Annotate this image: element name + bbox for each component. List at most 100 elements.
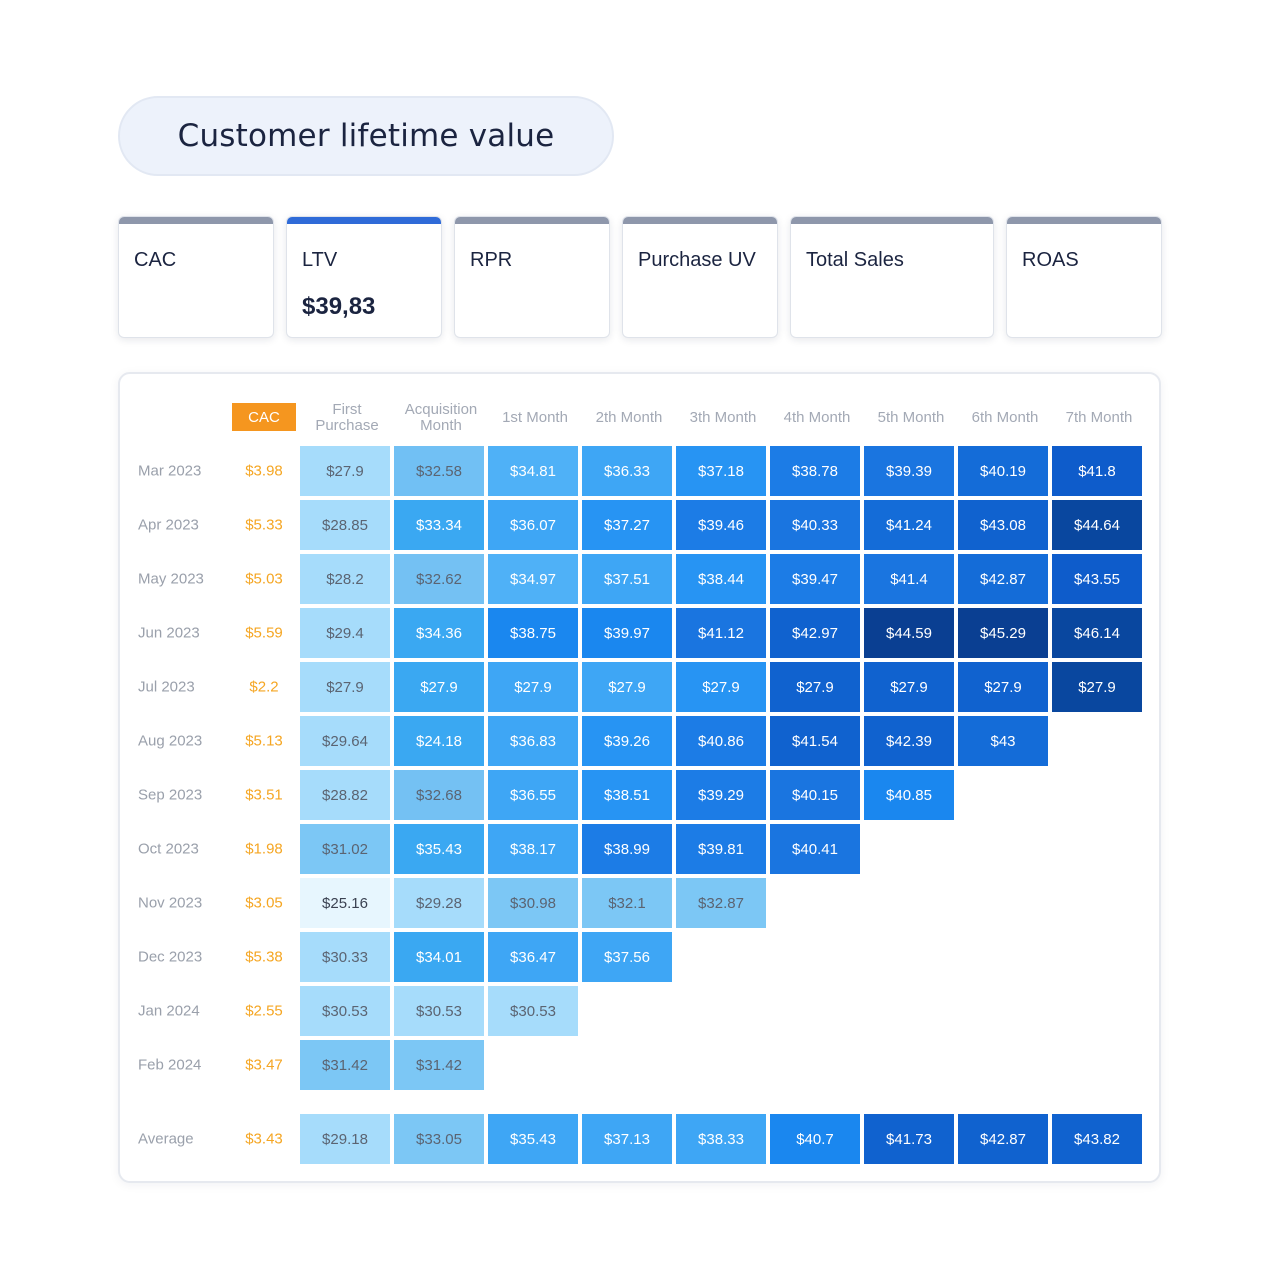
heatmap-cell: $34.97 — [488, 554, 578, 604]
heatmap-cell: $32.68 — [394, 770, 484, 820]
heatmap-cell: $38.44 — [676, 554, 766, 604]
row-cac-value: $3.05 — [245, 894, 283, 912]
heatmap-cell: $43.55 — [1052, 554, 1142, 604]
heatmap-cell: $29.64 — [300, 716, 390, 766]
heatmap-cell: $37.13 — [582, 1114, 672, 1164]
heatmap-cell: $43 — [958, 716, 1048, 766]
column-header: 7th Month — [1065, 409, 1133, 426]
heatmap-cell: $33.34 — [394, 500, 484, 550]
heatmap-cell: $41.24 — [864, 500, 954, 550]
heatmap-cell: $42.39 — [864, 716, 954, 766]
row-cac-value: $3.43 — [245, 1130, 283, 1148]
heatmap-cell: $27.9 — [488, 662, 578, 712]
row-label: Nov 2023 — [138, 894, 203, 912]
heatmap-cell: $27.9 — [1052, 662, 1142, 712]
row-label: Sep 2023 — [138, 786, 203, 804]
heatmap-cell: $30.53 — [488, 986, 578, 1036]
heatmap-cell: $36.83 — [488, 716, 578, 766]
heatmap-cell: $39.26 — [582, 716, 672, 766]
row-label: Dec 2023 — [138, 948, 203, 966]
metric-tab-total-sales[interactable]: Total Sales — [790, 216, 994, 338]
heatmap-cell: $34.36 — [394, 608, 484, 658]
metric-tab-roas[interactable]: ROAS — [1006, 216, 1162, 338]
heatmap-cell: $39.46 — [676, 500, 766, 550]
heatmap-cell: $29.28 — [394, 878, 484, 928]
heatmap-cell: $40.33 — [770, 500, 860, 550]
heatmap-cell: $46.14 — [1052, 608, 1142, 658]
heatmap-cell: $37.51 — [582, 554, 672, 604]
heatmap-cell: $29.18 — [300, 1114, 390, 1164]
heatmap-cell: $33.05 — [394, 1114, 484, 1164]
heatmap-cell: $30.53 — [394, 986, 484, 1036]
heatmap-cell: $36.55 — [488, 770, 578, 820]
heatmap-cell: $31.02 — [300, 824, 390, 874]
metric-tab-label: Purchase UV — [638, 249, 756, 271]
row-cac-value: $3.98 — [245, 462, 283, 480]
heatmap-cell: $44.59 — [864, 608, 954, 658]
metric-tab-rpr[interactable]: RPR — [454, 216, 610, 338]
heatmap-cell: $38.17 — [488, 824, 578, 874]
column-header: 2th Month — [595, 409, 663, 426]
column-header: 3th Month — [689, 409, 757, 426]
heatmap-cell: $25.16 — [300, 878, 390, 928]
row-cac-value: $5.03 — [245, 570, 283, 588]
row-cac-value: $2.2 — [249, 678, 279, 696]
row-label: Mar 2023 — [138, 462, 202, 480]
heatmap-cell: $28.82 — [300, 770, 390, 820]
heatmap-cell: $41.54 — [770, 716, 860, 766]
heatmap-cell: $41.4 — [864, 554, 954, 604]
heatmap-cell: $35.43 — [488, 1114, 578, 1164]
heatmap-cell: $29.4 — [300, 608, 390, 658]
heatmap-cell: $27.9 — [300, 446, 390, 496]
row-cac-value: $1.98 — [245, 840, 283, 858]
heatmap-cell: $38.33 — [676, 1114, 766, 1164]
heatmap-cell: $41.8 — [1052, 446, 1142, 496]
heatmap-cell: $37.18 — [676, 446, 766, 496]
heatmap-cell: $27.9 — [300, 662, 390, 712]
row-label: Feb 2024 — [138, 1056, 202, 1074]
row-label: Average — [138, 1130, 194, 1148]
heatmap-cell: $40.15 — [770, 770, 860, 820]
metric-tab-label: CAC — [134, 249, 177, 271]
metric-tab-cac[interactable]: CAC — [118, 216, 274, 338]
row-cac-value: $5.38 — [245, 948, 283, 966]
heatmap-cell: $35.43 — [394, 824, 484, 874]
heatmap-cell: $39.97 — [582, 608, 672, 658]
row-label: Jul 2023 — [138, 678, 195, 696]
heatmap-cell: $31.42 — [300, 1040, 390, 1090]
heatmap-cell: $27.9 — [582, 662, 672, 712]
heatmap-cell: $45.29 — [958, 608, 1048, 658]
heatmap-cell: $42.87 — [958, 1114, 1048, 1164]
heatmap-cell: $27.9 — [676, 662, 766, 712]
metric-tab-ltv[interactable]: LTV $39,83 — [286, 216, 442, 338]
row-cac-value: $2.55 — [245, 1002, 283, 1020]
heatmap-cell: $42.87 — [958, 554, 1048, 604]
heatmap-cell: $36.07 — [488, 500, 578, 550]
heatmap-cell: $44.64 — [1052, 500, 1142, 550]
row-cac-value: $3.47 — [245, 1056, 283, 1074]
heatmap-cell: $27.9 — [770, 662, 860, 712]
heatmap-cell: $38.78 — [770, 446, 860, 496]
heatmap-cell: $27.9 — [394, 662, 484, 712]
row-label: Jun 2023 — [138, 624, 200, 642]
column-header: Acquisition Month — [404, 401, 478, 434]
column-header: 5th Month — [877, 409, 945, 426]
heatmap-cell: $30.53 — [300, 986, 390, 1036]
metric-tab-label: ROAS — [1022, 249, 1079, 271]
heatmap-cell: $38.75 — [488, 608, 578, 658]
heatmap-cell: $36.33 — [582, 446, 672, 496]
row-label: May 2023 — [138, 570, 204, 588]
row-label: Aug 2023 — [138, 732, 203, 750]
metric-tab-purchase-uv[interactable]: Purchase UV — [622, 216, 778, 338]
metric-tab-label: LTV — [302, 249, 338, 271]
row-cac-value: $3.51 — [245, 786, 283, 804]
page-title: Customer lifetime value — [118, 96, 614, 176]
row-label: Jan 2024 — [138, 1002, 200, 1020]
heatmap-cell: $32.87 — [676, 878, 766, 928]
row-label: Oct 2023 — [138, 840, 199, 858]
heatmap-cell: $40.85 — [864, 770, 954, 820]
heatmap-cell: $28.85 — [300, 500, 390, 550]
column-header: 6th Month — [971, 409, 1039, 426]
heatmap-cell: $40.7 — [770, 1114, 860, 1164]
column-header: 4th Month — [783, 409, 851, 426]
